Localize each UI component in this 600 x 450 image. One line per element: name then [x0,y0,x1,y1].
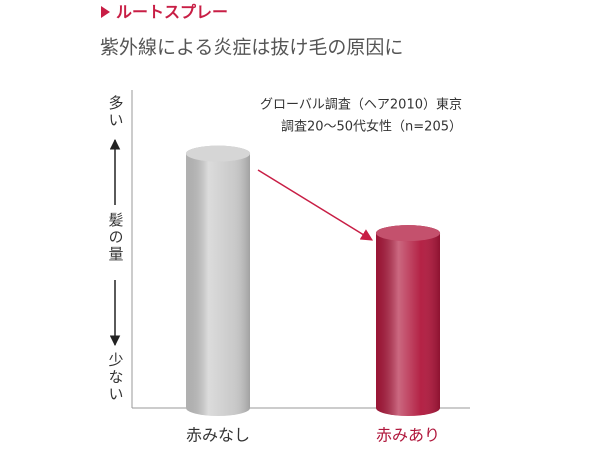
y-label-top: 多い [107,95,125,129]
header: ルートスプレー [116,3,228,22]
bar-shade [186,145,250,416]
bar-top-highlight [186,145,250,162]
bar-shade [376,225,440,416]
annotation: 調査20～50代女性（n=205） [281,119,462,135]
y-label-bottom: 少ない [107,352,125,403]
y-axis-label: 髪の量 [107,212,125,263]
bar-top [376,225,440,242]
chart-title: 紫外線による炎症は抜け毛の原因に [100,37,403,59]
annotation: グローバル調査（ヘア2010）東京 [260,97,462,113]
header-marker [101,6,110,18]
x-tick-label: 赤みなし [186,426,250,445]
trend-arrow [257,169,374,241]
bar-top [186,145,250,162]
bar-top-highlight [376,225,440,242]
x-tick-label: 赤みあり [376,426,440,445]
